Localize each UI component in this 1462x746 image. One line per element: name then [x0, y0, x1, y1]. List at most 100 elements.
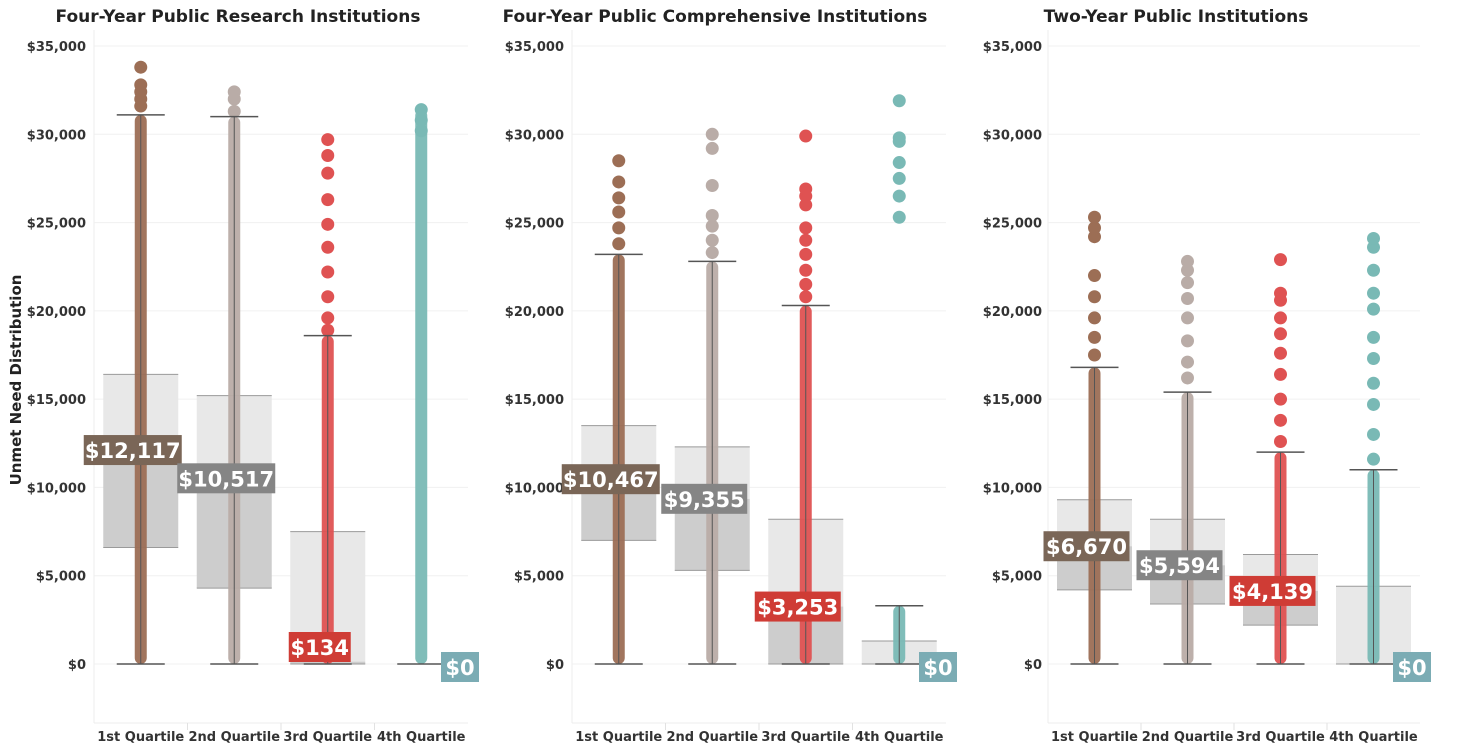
- median-label: $3,253: [754, 591, 841, 622]
- outlier-point: [1088, 269, 1101, 283]
- outlier-point: [1274, 253, 1287, 267]
- outlier-point: [892, 210, 906, 224]
- box-2: $9,355: [661, 127, 750, 665]
- x-category-label: 2nd Quartile: [188, 730, 280, 745]
- panel-2: Four-Year Public Comprehensive Instituti…: [503, 7, 957, 745]
- outlier-point: [892, 156, 906, 170]
- median-label-box: [441, 652, 479, 682]
- outlier-point: [321, 290, 335, 304]
- outlier-point: [799, 263, 813, 277]
- outlier-point: [321, 133, 335, 147]
- panel-1: Four-Year Public Research Institutions $0…: [27, 7, 479, 745]
- y-tick-label: $5,000: [514, 570, 564, 585]
- panel-title: Four-Year Public Comprehensive Instituti…: [503, 7, 928, 27]
- outlier-point: [321, 240, 335, 254]
- outlier-point: [134, 60, 148, 74]
- y-tick-label: $15,000: [983, 393, 1042, 408]
- median-label-text: $5,594: [1139, 554, 1220, 578]
- outlier-point: [799, 247, 813, 261]
- median-label-text: $134: [291, 636, 349, 660]
- outlier-point: [1274, 435, 1287, 449]
- y-tick-label: $0: [546, 658, 564, 673]
- outlier-point: [612, 154, 626, 168]
- x-category-label: 3rd Quartile: [1236, 730, 1325, 745]
- panel-title: Four-Year Public Research Institutions: [56, 7, 421, 27]
- outlier-point: [705, 246, 719, 260]
- y-tick-label: $10,000: [983, 481, 1042, 496]
- median-label-box: [177, 463, 276, 494]
- box-4: $0: [861, 94, 957, 682]
- box-1: $12,117: [83, 60, 182, 665]
- outlier-point: [1181, 334, 1194, 348]
- outlier-point: [1367, 302, 1380, 316]
- outlier-point: [1274, 286, 1287, 300]
- outlier-point: [1088, 221, 1101, 235]
- median-label-text: $4,139: [1232, 580, 1313, 604]
- x-category-label: 4th Quartile: [377, 730, 466, 745]
- y-tick-label: $20,000: [27, 305, 86, 320]
- median-label-box: [288, 632, 351, 662]
- y-tick-label: $0: [68, 658, 86, 673]
- outlier-point: [892, 189, 906, 203]
- y-tick-label: $25,000: [27, 217, 86, 232]
- outlier-point: [1274, 311, 1287, 325]
- outlier-point: [321, 166, 335, 180]
- outlier-point: [799, 277, 813, 291]
- outlier-point: [414, 124, 428, 138]
- outlier-point: [705, 219, 719, 233]
- outlier-point: [414, 103, 428, 117]
- y-tick-label: $5,000: [992, 570, 1042, 585]
- outlier-point: [1181, 311, 1194, 325]
- outlier-point: [1181, 355, 1194, 369]
- x-category-label: 4th Quartile: [855, 730, 944, 745]
- y-tick-label: $35,000: [27, 40, 86, 55]
- y-tick-label: $15,000: [27, 393, 86, 408]
- outlier-point: [1367, 352, 1380, 366]
- outlier-point: [321, 265, 335, 279]
- x-category-label: 3rd Quartile: [283, 730, 372, 745]
- y-tick-label: $10,000: [505, 481, 564, 496]
- x-category-label: 4th Quartile: [1329, 730, 1418, 745]
- outlier-point: [1367, 376, 1380, 390]
- box-4: $0: [1336, 231, 1431, 682]
- outlier-point: [892, 131, 906, 145]
- outlier-point: [1274, 392, 1287, 406]
- y-tick-label: $15,000: [505, 393, 564, 408]
- outlier-point: [1367, 452, 1380, 466]
- median-label-box: [1229, 575, 1316, 606]
- median-label-box: [1393, 652, 1431, 682]
- outlier-point: [799, 233, 813, 247]
- median-label-box: [919, 652, 957, 682]
- median-label-text: $0: [445, 656, 474, 680]
- outlier-point: [1181, 276, 1194, 290]
- median-label-text: $0: [923, 656, 952, 680]
- median-label-text: $9,355: [664, 488, 745, 512]
- x-category-label: 1st Quartile: [575, 730, 662, 745]
- outlier-point: [1274, 413, 1287, 427]
- outlier-point: [612, 175, 626, 189]
- outlier-point: [799, 221, 813, 235]
- median-label: $12,117: [83, 435, 182, 466]
- outlier-point: [612, 237, 626, 251]
- outlier-point: [705, 233, 719, 247]
- y-tick-label: $35,000: [505, 40, 564, 55]
- x-category-label: 2nd Quartile: [666, 730, 758, 745]
- box-1: $6,670: [1043, 210, 1132, 665]
- box-1: $10,467: [561, 154, 660, 665]
- outlier-point: [1367, 427, 1380, 441]
- y-tick-label: $25,000: [505, 217, 564, 232]
- outlier-point: [1088, 330, 1101, 344]
- x-category-label: 1st Quartile: [1051, 730, 1138, 745]
- median-label: $6,670: [1043, 531, 1130, 562]
- median-label: $10,517: [177, 463, 276, 494]
- outlier-point: [892, 171, 906, 185]
- outlier-point: [1367, 231, 1380, 245]
- median-label-box: [1136, 550, 1223, 581]
- median-label: $4,139: [1229, 575, 1316, 606]
- median-label: $0: [1393, 652, 1431, 682]
- box-3: $3,253: [754, 129, 844, 665]
- y-tick-label: $30,000: [505, 128, 564, 143]
- box-4: $0: [397, 103, 479, 682]
- x-category-label: 2nd Quartile: [1142, 730, 1234, 745]
